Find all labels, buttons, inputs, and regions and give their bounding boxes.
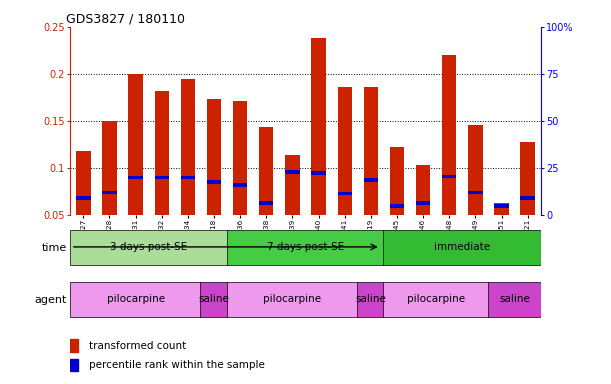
Bar [494,204,509,207]
Text: 3 days post-SE: 3 days post-SE [110,242,188,252]
Bar [357,282,384,317]
Bar [76,196,90,200]
Bar [76,151,90,215]
Bar [468,190,483,194]
Bar [390,204,404,207]
Text: time: time [42,243,67,253]
Bar [442,55,456,215]
Bar [521,196,535,200]
Bar [128,175,143,179]
Text: saline: saline [199,294,230,304]
Bar [390,147,404,215]
Bar [259,127,274,215]
Bar [227,282,358,317]
Bar [312,38,326,215]
Text: pilocarpine: pilocarpine [263,294,321,304]
Bar [102,121,117,215]
Bar [468,125,483,215]
Bar [494,203,509,215]
Bar [521,142,535,215]
Text: immediate: immediate [434,242,491,252]
Bar [312,171,326,175]
Text: 7 days post-SE: 7 days post-SE [267,242,344,252]
Bar [227,230,384,265]
Bar [285,170,299,174]
Bar [337,87,352,215]
Bar [233,101,247,215]
Bar [416,201,430,205]
Bar [383,282,489,317]
Text: pilocarpine: pilocarpine [106,294,165,304]
Bar [70,359,78,371]
Text: GDS3827 / 180110: GDS3827 / 180110 [65,13,185,26]
Text: saline: saline [356,294,386,304]
Bar [285,155,299,215]
Bar [181,79,195,215]
Bar [259,201,274,205]
Text: agent: agent [35,295,67,305]
Text: percentile rank within the sample: percentile rank within the sample [89,360,265,370]
Bar [155,91,169,215]
Bar [70,282,202,317]
Bar [416,165,430,215]
Bar [200,282,228,317]
Bar [207,99,221,215]
Bar [337,192,352,195]
Bar [207,180,221,184]
Bar [155,175,169,179]
Bar [70,339,78,352]
Bar [128,74,143,215]
Bar [102,190,117,194]
Bar [233,183,247,187]
Bar [70,230,228,265]
Text: saline: saline [499,294,530,304]
Bar [181,175,195,179]
Bar [442,175,456,178]
Bar [364,87,378,215]
Bar [488,282,541,317]
Bar [383,230,541,265]
Text: pilocarpine: pilocarpine [407,294,465,304]
Bar [364,178,378,182]
Text: transformed count: transformed count [89,341,186,351]
